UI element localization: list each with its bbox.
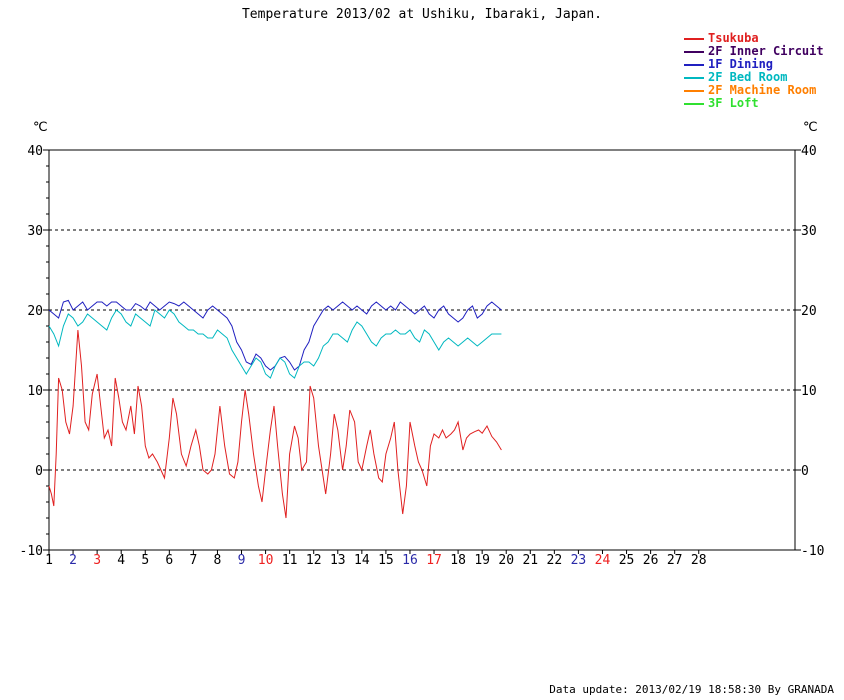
xtick-label: 14 (354, 553, 370, 568)
ytick-label-left: -10 (20, 544, 43, 559)
ytick-label-left: 20 (27, 304, 43, 319)
xtick-label: 27 (667, 553, 683, 568)
ytick-label-left: 30 (27, 224, 43, 239)
xtick-label: 23 (571, 553, 587, 568)
y-unit-right: ℃ (803, 120, 818, 135)
xtick-label: 24 (595, 553, 611, 568)
legend-swatch (684, 37, 704, 40)
legend-label: 1F Dining (708, 57, 774, 71)
plot-frame (48, 149, 796, 551)
xtick-label: 26 (643, 553, 659, 568)
xtick-label: 10 (258, 553, 274, 568)
legend-label: 3F Loft (708, 96, 759, 110)
chart-legend: Tsukuba 2F Inner Circuit 1F Dining 2F Bed R… (684, 32, 824, 110)
y-unit-left: ℃ (33, 120, 48, 135)
legend-swatch (684, 76, 704, 79)
xtick-label: 25 (619, 553, 635, 568)
ytick-label-right: -10 (801, 544, 824, 559)
legend-label: 2F Bed Room (708, 70, 788, 84)
ytick-label-right: 10 (801, 384, 817, 399)
legend-entry: 2F Machine Room (684, 84, 824, 97)
legend-entry: 2F Bed Room (684, 71, 824, 84)
xtick-label: 16 (402, 553, 418, 568)
xtick-label: 4 (117, 553, 125, 568)
legend-label: 2F Inner Circuit (708, 44, 824, 58)
xtick-label: 18 (450, 553, 466, 568)
xtick-label: 5 (141, 553, 149, 568)
xtick-label: 17 (426, 553, 442, 568)
xtick-label: 9 (238, 553, 246, 568)
xtick-label: 7 (189, 553, 197, 568)
series-line-2f-bed-room (48, 309, 502, 379)
chart-title: Temperature 2013/02 at Ushiku, Ibaraki, … (241, 7, 603, 22)
xtick-label: 20 (498, 553, 514, 568)
xtick-label: 22 (547, 553, 563, 568)
ytick-label-right: 0 (801, 464, 809, 479)
legend-swatch (684, 63, 704, 66)
xtick-label: 8 (214, 553, 222, 568)
xtick-label: 12 (306, 553, 322, 568)
xtick-label: 19 (474, 553, 490, 568)
xtick-label: 11 (282, 553, 298, 568)
legend-swatch (684, 50, 704, 53)
legend-entry: Tsukuba (684, 32, 824, 45)
data-update-footer: Data update: 2013/02/19 18:58:30 By GRAN… (549, 683, 834, 696)
xtick-label: 13 (330, 553, 346, 568)
legend-swatch (684, 102, 704, 105)
xtick-label: 2 (69, 553, 77, 568)
ytick-label-right: 20 (801, 304, 817, 319)
series-line-tsukuba (48, 329, 502, 519)
legend-entry: 3F Loft (684, 97, 824, 110)
legend-entry: 1F Dining (684, 58, 824, 71)
ytick-label-right: 40 (801, 144, 817, 159)
legend-swatch (684, 89, 704, 92)
xtick-label: 15 (378, 553, 394, 568)
xtick-label: 28 (691, 553, 707, 568)
legend-label: 2F Machine Room (708, 83, 817, 97)
ytick-label-right: 30 (801, 224, 817, 239)
xtick-label: 21 (522, 553, 538, 568)
xtick-label: 1 (45, 553, 53, 568)
xtick-label: 3 (93, 553, 101, 568)
ytick-label-left: 10 (27, 384, 43, 399)
legend-entry: 2F Inner Circuit (684, 45, 824, 58)
xtick-label: 6 (165, 553, 173, 568)
ytick-label-left: 40 (27, 144, 43, 159)
ytick-label-left: 0 (35, 464, 43, 479)
legend-label: Tsukuba (708, 31, 759, 45)
